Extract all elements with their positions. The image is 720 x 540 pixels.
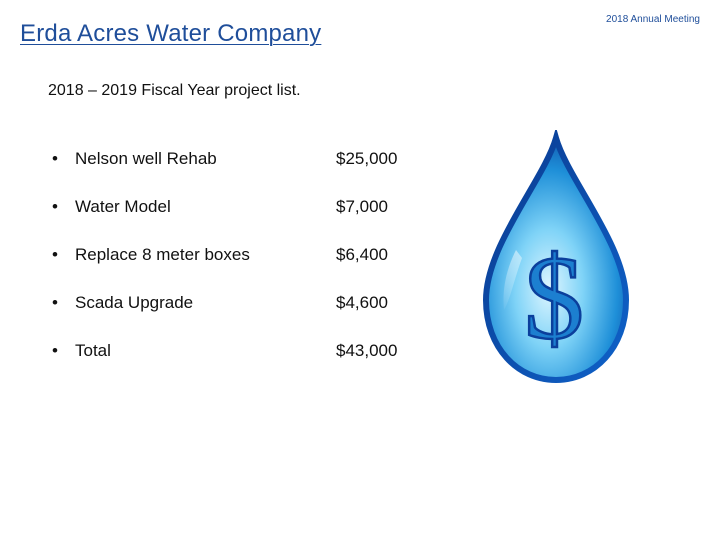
project-name: Nelson well Rehab bbox=[75, 149, 217, 168]
project-name: Water Model bbox=[75, 197, 171, 216]
bullet: • bbox=[52, 149, 58, 168]
project-amount: $7,000 bbox=[336, 197, 388, 216]
project-list-heading: 2018 – 2019 Fiscal Year project list. bbox=[48, 82, 301, 99]
project-list: • Nelson well Rehab $25,000 • Water Mode… bbox=[52, 148, 432, 388]
project-name: Replace 8 meter boxes bbox=[75, 245, 250, 264]
project-name: Scada Upgrade bbox=[75, 293, 194, 312]
project-amount: $6,400 bbox=[336, 245, 388, 264]
list-item: • Replace 8 meter boxes $6,400 bbox=[52, 244, 432, 292]
project-amount: $25,000 bbox=[336, 149, 398, 168]
dollar-symbol: $ bbox=[524, 231, 584, 364]
bullet: • bbox=[52, 245, 58, 264]
company-title: Erda Acres Water Company bbox=[20, 20, 322, 47]
list-item: • Water Model $7,000 bbox=[52, 196, 432, 244]
project-amount: $43,000 bbox=[336, 341, 398, 360]
bullet: • bbox=[52, 197, 58, 216]
list-item-total: • Total $43,000 bbox=[52, 340, 432, 388]
list-item: • Nelson well Rehab $25,000 bbox=[52, 148, 432, 196]
bullet: • bbox=[52, 293, 58, 312]
bullet: • bbox=[52, 341, 58, 360]
list-item: • Scada Upgrade $4,600 bbox=[52, 292, 432, 340]
project-amount: $4,600 bbox=[336, 293, 388, 312]
project-name: Total bbox=[75, 341, 111, 360]
meeting-label: 2018 Annual Meeting bbox=[606, 14, 700, 25]
water-drop-dollar-icon: $ bbox=[482, 130, 630, 384]
